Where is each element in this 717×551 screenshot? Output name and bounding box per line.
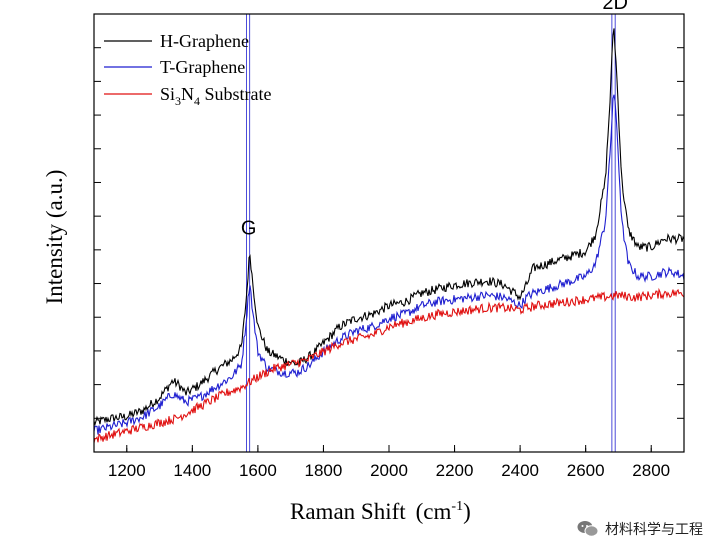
x-tick-label: 2000	[370, 461, 408, 480]
x-tick-label: 1800	[305, 461, 343, 480]
x-tick-label: 1600	[239, 461, 277, 480]
plot-area	[94, 14, 684, 452]
x-tick-label: 2200	[436, 461, 474, 480]
series-line-t-graphene	[94, 94, 684, 435]
y-axis-title: Intensity (a.u.)	[42, 170, 67, 305]
x-tick-label: 1400	[173, 461, 211, 480]
watermark-text: 材料科学与工程	[605, 522, 703, 538]
wechat-icon	[577, 521, 599, 537]
peak-label-2d: 2D	[602, 0, 628, 14]
legend-label-h-graphene: H-Graphene	[160, 31, 249, 51]
x-tick-label: 1200	[108, 461, 146, 480]
peak-label-g: G	[241, 218, 257, 240]
legend: H-Graphene T-Graphene Si3N4 Substrate	[104, 31, 272, 108]
legend-label-t-graphene: T-Graphene	[160, 57, 245, 77]
legend-label-si3n4: Si3N4 Substrate	[160, 84, 272, 108]
watermark: 材料科学与工程	[577, 519, 703, 539]
series-line-si3n4-substrate	[94, 287, 684, 443]
x-axis-title: Raman Shift (cm-1)	[290, 499, 471, 524]
series-line-h-graphene	[94, 28, 684, 427]
x-tick-label: 2600	[567, 461, 605, 480]
x-tick-label: 2400	[501, 461, 539, 480]
x-tick-label: 2800	[632, 461, 670, 480]
